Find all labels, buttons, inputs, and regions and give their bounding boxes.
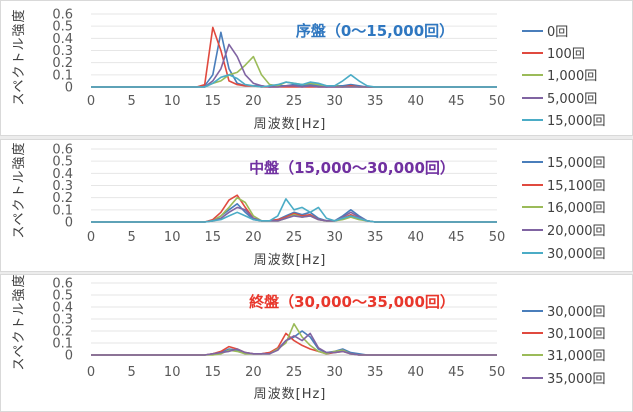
legend-label: 30,000回 bbox=[547, 247, 606, 262]
y-tick-label: 0.3 bbox=[52, 44, 73, 59]
y-tick-label: 0.5 bbox=[52, 155, 73, 170]
x-tick-label: 0 bbox=[87, 94, 95, 109]
x-tick-label: 15 bbox=[205, 230, 222, 245]
x-tick-label: 35 bbox=[367, 365, 384, 380]
x-tick-label: 5 bbox=[127, 365, 135, 380]
x-tick-label: 45 bbox=[448, 365, 465, 380]
y-tick-label: 0.2 bbox=[52, 191, 73, 206]
x-tick-label: 25 bbox=[286, 365, 303, 380]
legend-label: 1,000回 bbox=[547, 69, 597, 84]
chart-panel-3: 00.10.20.30.40.50.60 5 10 15 20 25 30 35 40 45 503… bbox=[0, 273, 633, 412]
x-tick-label: 20 bbox=[245, 94, 262, 109]
x-tick-label: 10 bbox=[164, 94, 181, 109]
x-tick-label: 35 bbox=[367, 94, 384, 109]
y-tick-label: 0.1 bbox=[52, 68, 73, 83]
x-tick-label: 25 bbox=[286, 230, 303, 245]
x-tick-label: 50 bbox=[489, 365, 506, 380]
y-axis-label: スペクトル強度 bbox=[11, 141, 27, 238]
legend-label: 35,000回 bbox=[547, 372, 606, 387]
x-tick-label: 50 bbox=[489, 230, 506, 245]
x-axis-label: 周波数[Hz] bbox=[254, 253, 327, 268]
legend-label: 16,000回 bbox=[547, 201, 606, 216]
x-tick-label: 40 bbox=[408, 94, 425, 109]
y-tick-label: 0.6 bbox=[52, 277, 73, 292]
y-tick-label: 0 bbox=[65, 81, 73, 96]
y-tick-label: 0.6 bbox=[52, 143, 73, 158]
x-tick-label: 10 bbox=[164, 230, 181, 245]
y-tick-label: 0.5 bbox=[52, 20, 73, 35]
legend-label: 15,100回 bbox=[547, 179, 606, 194]
legend-label: 0回 bbox=[547, 25, 568, 40]
y-tick-label: 0.5 bbox=[52, 289, 73, 304]
x-tick-label: 45 bbox=[448, 94, 465, 109]
chart-title: 序盤（0～15,000回） bbox=[296, 22, 454, 40]
legend-label: 5,000回 bbox=[547, 92, 597, 107]
legend-label: 30,000回 bbox=[547, 305, 606, 320]
x-tick-label: 20 bbox=[245, 365, 262, 380]
x-axis-label: 周波数[Hz] bbox=[254, 387, 327, 402]
x-tick-label: 40 bbox=[408, 230, 425, 245]
legend-label: 30,100回 bbox=[547, 327, 606, 342]
y-tick-label: 0.4 bbox=[52, 32, 73, 47]
series-line-5 bbox=[91, 198, 497, 223]
x-tick-label: 10 bbox=[164, 365, 181, 380]
series-line-4 bbox=[91, 332, 497, 356]
x-tick-label: 15 bbox=[205, 94, 222, 109]
x-tick-label: 45 bbox=[448, 230, 465, 245]
y-tick-label: 0.3 bbox=[52, 179, 73, 194]
chart-panel-1: 00.10.20.30.40.50.60 5 10 15 20 25 30 35 40 45 500… bbox=[0, 0, 633, 136]
y-tick-label: 0 bbox=[65, 216, 73, 231]
y-tick-label: 0 bbox=[65, 349, 73, 364]
x-tick-label: 35 bbox=[367, 230, 384, 245]
chart-title: 終盤（30,000～35,000回） bbox=[249, 293, 455, 311]
x-tick-label: 20 bbox=[245, 230, 262, 245]
legend-label: 31,000回 bbox=[547, 349, 606, 364]
legend-label: 100回 bbox=[547, 47, 585, 62]
y-tick-label: 0.4 bbox=[52, 301, 73, 316]
x-tick-label: 25 bbox=[286, 94, 303, 109]
y-tick-label: 0.2 bbox=[52, 56, 73, 71]
x-tick-label: 30 bbox=[326, 94, 343, 109]
series-line-5 bbox=[91, 74, 497, 88]
y-tick-label: 0.2 bbox=[52, 325, 73, 340]
chart-panel-2: 00.10.20.30.40.50.60 5 10 15 20 25 30 35 40 45 501… bbox=[0, 139, 633, 272]
y-tick-label: 0.3 bbox=[52, 313, 73, 328]
y-axis-label: スペクトル強度 bbox=[11, 273, 27, 370]
y-tick-label: 0.1 bbox=[52, 337, 73, 352]
x-tick-label: 0 bbox=[87, 230, 95, 245]
y-axis-label: スペクトル強度 bbox=[11, 8, 27, 105]
x-tick-label: 5 bbox=[127, 94, 135, 109]
y-tick-label: 0.1 bbox=[52, 203, 73, 218]
x-tick-label: 30 bbox=[326, 365, 343, 380]
x-tick-label: 5 bbox=[127, 230, 135, 245]
legend-label: 15,000回 bbox=[547, 114, 606, 129]
panel-frame bbox=[0, 0, 633, 136]
x-axis-label: 周波数[Hz] bbox=[254, 117, 327, 132]
x-tick-label: 50 bbox=[489, 94, 506, 109]
legend-label: 20,000回 bbox=[547, 224, 606, 239]
x-tick-label: 30 bbox=[326, 230, 343, 245]
y-tick-label: 0.4 bbox=[52, 167, 73, 182]
x-tick-label: 0 bbox=[87, 365, 95, 380]
chart-title: 中盤（15,000～30,000回） bbox=[249, 159, 455, 177]
legend-label: 15,000回 bbox=[547, 156, 606, 171]
x-tick-label: 15 bbox=[205, 365, 222, 380]
x-tick-label: 40 bbox=[408, 365, 425, 380]
y-tick-label: 0.6 bbox=[52, 8, 73, 23]
